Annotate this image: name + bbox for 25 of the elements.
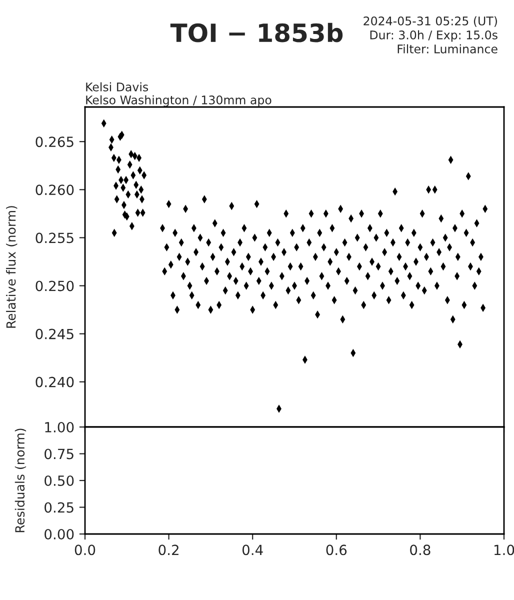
y-tick-label: 0.250 [36, 280, 74, 292]
x-tick-label: 0.0 [74, 544, 96, 556]
x-tick-label: 0.6 [326, 544, 347, 556]
text: Filter: Luminance [398, 44, 498, 54]
y-axis-title: Residuals (norm) [14, 428, 26, 532]
y-tick-label: 0.255 [36, 232, 74, 244]
x-tick-label: 0.2 [158, 544, 178, 556]
y-tick-label: 0.245 [36, 328, 74, 340]
y-tick-label: 0.260 [36, 184, 74, 196]
text: Kelso Washington / 130mm apo [86, 95, 272, 107]
y-tick-label: 0.265 [36, 136, 74, 148]
y-tick-label: 0.25 [44, 502, 74, 513]
y-tick-label: 1.00 [45, 422, 74, 432]
y-tick-label: 0.75 [44, 448, 74, 460]
x-tick-label: 0.4 [242, 544, 263, 556]
text: Dur: 3.0h / Exp: 15.0s [370, 30, 498, 42]
y-tick-label: 0.240 [36, 376, 74, 388]
y-tick-label: 0.00 [44, 528, 74, 540]
y-tick-label: 0.50 [44, 475, 74, 486]
text: Kelsi Davis [86, 82, 148, 92]
x-tick-label: 1.0 [494, 544, 514, 556]
chart-title: TOI − 1853b [170, 22, 343, 42]
text: 2024-05-31 05:25 (UT) [364, 16, 497, 27]
x-tick-label: 0.8 [410, 544, 430, 556]
y-axis-title: Relative flux (norm) [6, 206, 18, 328]
